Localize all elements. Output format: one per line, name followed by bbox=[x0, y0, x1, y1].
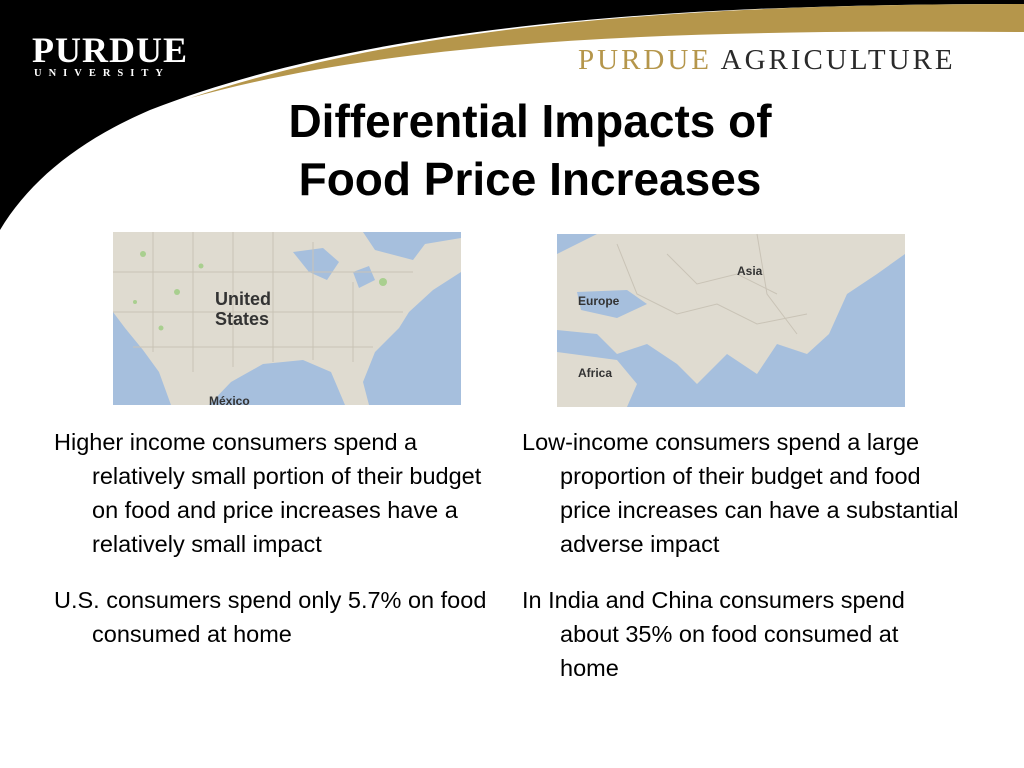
left-paragraph-2: U.S. consumers spend only 5.7% on food c… bbox=[54, 587, 487, 647]
header-swoosh bbox=[0, 0, 1024, 230]
us-map-image: United States México bbox=[113, 232, 461, 405]
asia-map-image: Asia Europe Africa bbox=[557, 234, 905, 407]
map-label-mexico: México bbox=[209, 394, 250, 405]
purdue-logo-word: PURDUE bbox=[32, 30, 188, 70]
slide-title: Differential Impacts of Food Price Incre… bbox=[180, 92, 880, 208]
left-text-column: Higher income consumers spend a relative… bbox=[54, 425, 494, 673]
black-band bbox=[0, 0, 1024, 230]
map-label-asia: Asia bbox=[737, 264, 763, 278]
title-line-1: Differential Impacts of bbox=[288, 95, 772, 147]
ag-logo-purdue: PURDUE bbox=[578, 44, 713, 76]
purdue-agriculture-logo: PURDUE AGRICULTURE bbox=[578, 44, 956, 77]
title-line-2: Food Price Increases bbox=[298, 153, 762, 205]
ag-logo-agriculture: AGRICULTURE bbox=[720, 44, 956, 76]
purdue-logo-subtitle: UNIVERSITY bbox=[34, 68, 170, 79]
gold-stripe bbox=[190, 4, 1024, 98]
map-label-united-states: United States bbox=[215, 289, 271, 329]
right-paragraph-1: Low-income consumers spend a large propo… bbox=[522, 429, 959, 557]
map-label-europe: Europe bbox=[578, 294, 620, 308]
right-paragraph-2: In India and China consumers spend about… bbox=[522, 587, 905, 681]
right-text-column: Low-income consumers spend a large propo… bbox=[522, 425, 962, 707]
map-label-africa: Africa bbox=[578, 366, 613, 380]
purdue-university-logo: PURDUE UNIVERSITY bbox=[32, 30, 188, 79]
left-paragraph-1: Higher income consumers spend a relative… bbox=[54, 429, 482, 557]
